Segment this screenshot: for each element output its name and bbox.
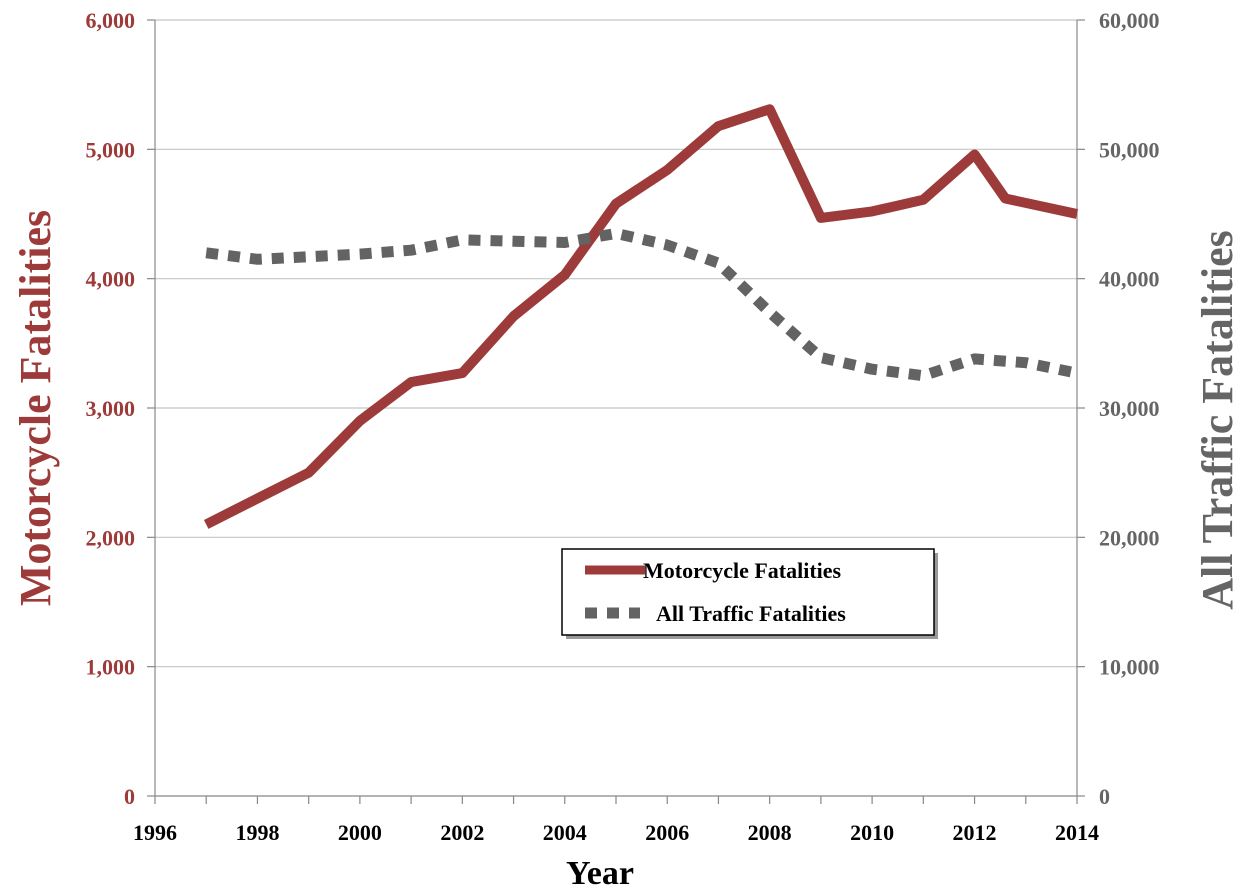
legend: Motorcycle Fatalities All Traffic Fatali… [561, 548, 938, 639]
left-y-axis-ticks: 0 1,000 2,000 3,000 4,000 5,000 6,000 [86, 8, 136, 809]
x-tick-label: 2012 [953, 820, 997, 845]
x-tick-label: 2014 [1055, 820, 1099, 845]
right-y-tick-label: 20,000 [1099, 525, 1160, 550]
right-y-tick-label: 10,000 [1099, 655, 1160, 680]
right-y-tick-label: 50,000 [1099, 137, 1160, 162]
left-y-axis-title: Motorcycle Fatalities [11, 210, 60, 606]
right-y-tick-label: 30,000 [1099, 396, 1160, 421]
left-y-tick-label: 2,000 [86, 525, 136, 550]
right-y-axis-title: All Traffic Fatalities [1193, 230, 1241, 610]
series-lines [203, 104, 1079, 529]
right-y-tick-label: 0 [1099, 784, 1110, 809]
right-y-tick-label: 40,000 [1099, 267, 1160, 292]
all-traffic-fatalities-line [205, 227, 1079, 382]
right-y-tick-label: 60,000 [1099, 8, 1160, 33]
legend-box [561, 548, 935, 636]
x-tick-label: 2006 [645, 820, 689, 845]
left-y-tick-label: 3,000 [86, 396, 136, 421]
x-tick-label: 2010 [850, 820, 894, 845]
left-y-tick-label: 1,000 [86, 655, 136, 680]
right-y-axis-ticks: 0 10,000 20,000 30,000 40,000 50,000 60,000 [1099, 8, 1160, 809]
left-y-tick-label: 4,000 [86, 267, 136, 292]
axes [147, 19, 1085, 804]
x-tick-label: 2008 [748, 820, 792, 845]
left-y-tick-label: 6,000 [86, 8, 136, 33]
x-tick-label: 2004 [543, 820, 587, 845]
left-y-tick-label: 0 [124, 784, 135, 809]
x-axis-ticks: 1996 1998 2000 2002 2004 2006 2008 2010 2012 2014 [133, 820, 1099, 845]
x-axis-title: Year [566, 855, 634, 891]
x-tick-label: 1998 [235, 820, 279, 845]
left-y-tick-label: 5,000 [86, 137, 136, 162]
legend-label-motorcycle: Motorcycle Fatalities [643, 558, 842, 583]
gridlines [155, 19, 1077, 668]
x-tick-label: 1996 [133, 820, 177, 845]
x-tick-label: 2002 [440, 820, 484, 845]
motorcycle-fatalities-line [203, 104, 1079, 529]
legend-label-all-traffic: All Traffic Fatalities [656, 601, 846, 626]
x-tick-label: 2000 [338, 820, 382, 845]
